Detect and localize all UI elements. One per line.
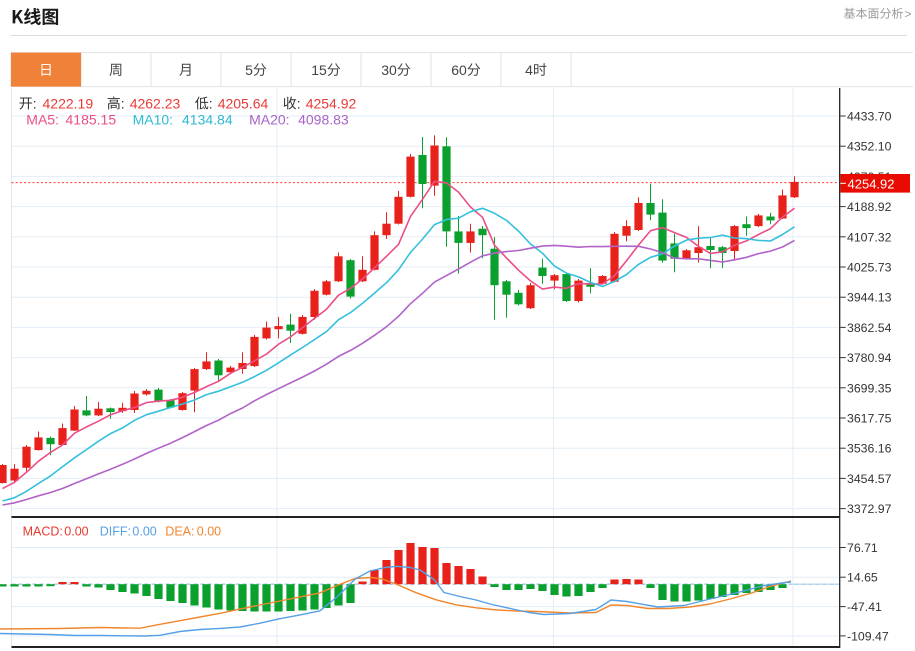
svg-text:14.65: 14.65	[847, 571, 878, 585]
svg-text:>: >	[905, 7, 912, 21]
svg-text:MA5:: MA5:	[26, 112, 59, 128]
svg-text:3862.54: 3862.54	[847, 321, 892, 335]
svg-text:4433.70: 4433.70	[847, 110, 892, 124]
svg-text:0.00: 0.00	[132, 524, 156, 538]
svg-text:4134.84: 4134.84	[182, 112, 233, 128]
svg-text:4185.15: 4185.15	[66, 112, 117, 128]
svg-text:0.00: 0.00	[197, 524, 221, 538]
svg-text:76.71: 76.71	[847, 541, 878, 555]
svg-text:4262.23: 4262.23	[130, 95, 181, 111]
svg-text:MA20:: MA20:	[249, 112, 289, 128]
svg-text:4352.10: 4352.10	[847, 140, 892, 154]
svg-text:3780.94: 3780.94	[847, 351, 892, 365]
svg-text:4107.32: 4107.32	[847, 230, 892, 244]
svg-text:3454.57: 3454.57	[847, 472, 892, 486]
svg-text:4254.92: 4254.92	[306, 95, 357, 111]
svg-text:1: 1	[311, 62, 319, 78]
svg-text:3944.13: 3944.13	[847, 291, 892, 305]
svg-text:3372.97: 3372.97	[847, 502, 892, 516]
svg-text:-109.47: -109.47	[847, 629, 889, 643]
svg-text::: :	[121, 95, 125, 111]
svg-text:0: 0	[389, 62, 397, 78]
svg-text:4: 4	[525, 62, 533, 78]
svg-text:5: 5	[319, 62, 327, 78]
svg-text:0: 0	[459, 62, 467, 78]
svg-text::: :	[33, 95, 37, 111]
svg-text:3536.16: 3536.16	[847, 442, 892, 456]
svg-text:4222.19: 4222.19	[43, 95, 94, 111]
svg-text:DEA:: DEA:	[165, 524, 194, 538]
svg-text:DIFF:: DIFF:	[100, 524, 131, 538]
svg-text:4205.64: 4205.64	[218, 95, 269, 111]
svg-text:MA10:: MA10:	[133, 112, 173, 128]
svg-text::: :	[297, 95, 301, 111]
svg-text:3617.75: 3617.75	[847, 412, 892, 426]
svg-text:4098.83: 4098.83	[298, 112, 349, 128]
svg-text:4025.73: 4025.73	[847, 261, 892, 275]
svg-text:3: 3	[381, 62, 389, 78]
svg-text:5: 5	[245, 62, 253, 78]
svg-text:4254.92: 4254.92	[848, 176, 895, 191]
svg-text:MACD:: MACD:	[23, 524, 63, 538]
svg-text:0.00: 0.00	[64, 524, 88, 538]
svg-text:-47.41: -47.41	[847, 600, 882, 614]
svg-text::: :	[209, 95, 213, 111]
svg-text:3699.35: 3699.35	[847, 381, 892, 395]
svg-text:4188.92: 4188.92	[847, 200, 892, 214]
svg-text:6: 6	[451, 62, 459, 78]
